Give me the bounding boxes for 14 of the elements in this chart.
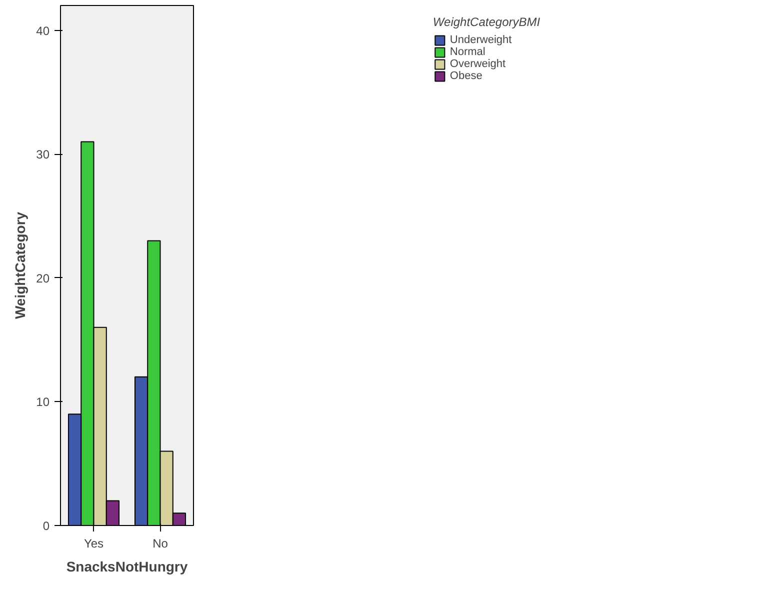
legend-label: Obese <box>450 70 482 82</box>
y-axis-title: WeightCategory <box>12 212 28 320</box>
y-tick-label: 20 <box>36 271 50 286</box>
legend-label: Normal <box>450 46 486 58</box>
y-tick-label: 0 <box>42 519 50 533</box>
x-tick-label: No <box>152 536 168 550</box>
x-axis-title: SnacksNotHungry <box>66 558 188 574</box>
x-tick-label: Yes <box>84 536 104 550</box>
legend-label: Underweight <box>450 34 512 46</box>
y-tick-label: 40 <box>36 24 50 38</box>
legend-title: WeightCategoryBMI <box>432 15 540 29</box>
legend-label: Overweight <box>450 58 506 70</box>
y-tick-label: 10 <box>36 395 50 410</box>
y-tick-label: 30 <box>36 148 50 162</box>
